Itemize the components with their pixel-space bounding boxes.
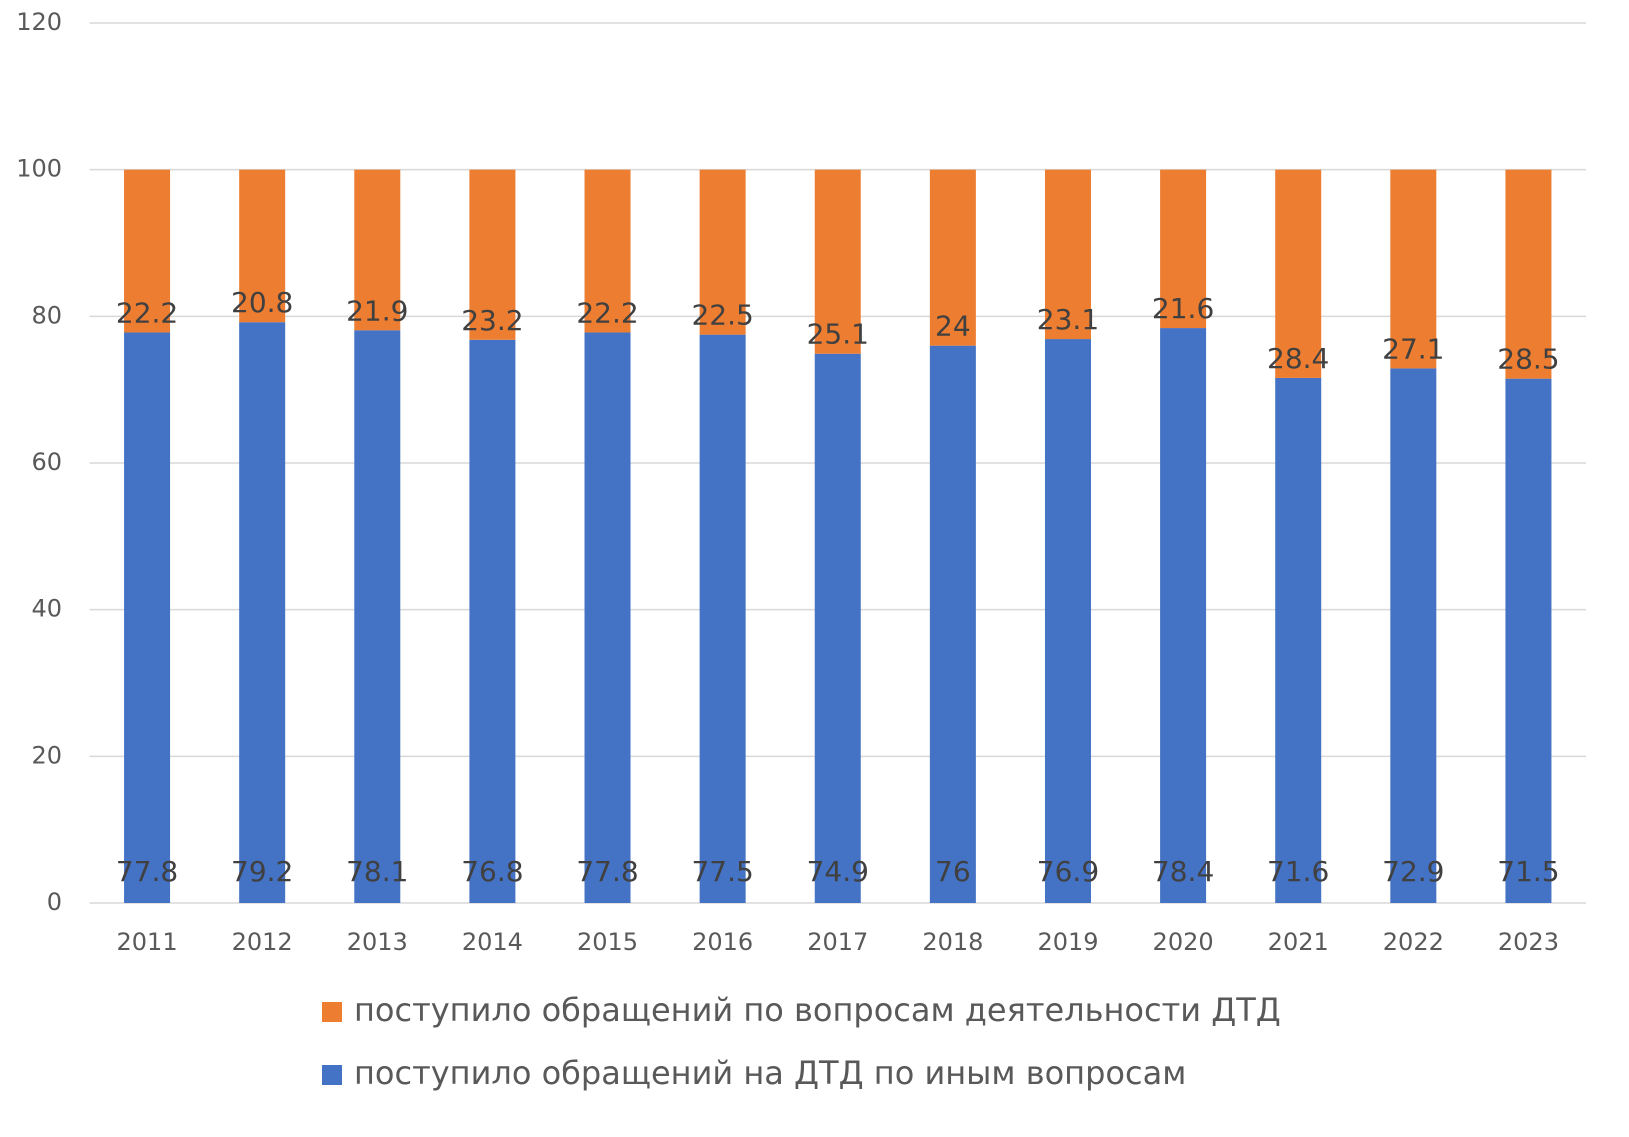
bar-segment [124, 169, 171, 333]
data-label: 72.9 [1382, 855, 1444, 888]
data-label: 28.4 [1267, 342, 1329, 375]
data-label: 71.5 [1497, 855, 1559, 888]
data-label: 71.6 [1267, 855, 1329, 888]
x-tick-label: 2013 [347, 928, 408, 956]
x-tick-label: 2020 [1153, 928, 1214, 956]
bar-segment [814, 169, 861, 354]
legend-label: поступило обращений по вопросам деятельн… [354, 991, 1281, 1029]
data-label: 77.8 [116, 855, 178, 888]
data-label: 74.9 [807, 855, 869, 888]
data-label: 25.1 [807, 318, 869, 351]
data-label: 22.5 [691, 299, 753, 332]
bar-segment [814, 353, 861, 903]
data-label: 23.1 [1037, 303, 1099, 336]
bar-segment [1275, 169, 1322, 378]
y-tick-label: 80 [31, 301, 62, 329]
data-label: 28.5 [1497, 343, 1559, 376]
bar-segment [1275, 377, 1322, 903]
x-tick-label: 2016 [692, 928, 753, 956]
x-tick-label: 2014 [462, 928, 523, 956]
x-tick-label: 2023 [1498, 928, 1559, 956]
bar-segment [1390, 169, 1437, 369]
bar-segment [1160, 328, 1207, 904]
bar-segment [1044, 339, 1091, 904]
bar-segment [1505, 378, 1552, 904]
bar-segment [1390, 368, 1437, 903]
bar-segment [929, 169, 976, 346]
x-tick-label: 2019 [1037, 928, 1098, 956]
data-label: 78.1 [346, 855, 408, 888]
x-tick-label: 2017 [807, 928, 868, 956]
bar-segment [1044, 169, 1091, 340]
data-label: 76 [935, 855, 971, 888]
y-tick-label: 100 [16, 155, 62, 183]
data-label: 79.2 [231, 855, 293, 888]
bar-segment [239, 322, 286, 903]
y-tick-label: 120 [16, 8, 62, 36]
bar-segment [469, 169, 516, 340]
data-label: 24 [935, 310, 971, 343]
bar-segment [699, 334, 746, 904]
y-tick-label: 60 [31, 448, 62, 476]
data-label: 22.2 [576, 296, 638, 329]
bar-segment [354, 169, 401, 331]
bar-segment [124, 332, 171, 903]
data-label: 27.1 [1382, 332, 1444, 365]
x-tick-label: 2012 [232, 928, 293, 956]
data-label: 76.9 [1037, 855, 1099, 888]
bar-segment [354, 330, 401, 903]
data-label: 77.8 [576, 855, 638, 888]
x-tick-label: 2022 [1383, 928, 1444, 956]
data-label: 21.9 [346, 294, 408, 327]
bar-segment [699, 169, 746, 335]
legend-swatch [322, 1065, 342, 1085]
data-label: 23.2 [461, 304, 523, 337]
data-label: 77.5 [691, 855, 753, 888]
data-label: 21.6 [1152, 292, 1214, 325]
bar-segment [584, 332, 631, 903]
bar-segment [1505, 169, 1552, 379]
y-tick-label: 0 [47, 888, 62, 916]
x-tick-label: 2015 [577, 928, 638, 956]
bar-segment [469, 339, 516, 903]
bar-segment [584, 169, 631, 333]
bar-segment [239, 169, 286, 323]
legend-swatch [322, 1002, 342, 1022]
legend-label: поступило обращений на ДТД по иным вопро… [354, 1054, 1186, 1092]
x-tick-label: 2011 [117, 928, 178, 956]
bar-segment [1160, 169, 1207, 329]
x-tick-label: 2021 [1268, 928, 1329, 956]
data-label: 78.4 [1152, 855, 1214, 888]
bar-segment [929, 345, 976, 904]
data-label: 22.2 [116, 296, 178, 329]
y-tick-label: 40 [31, 595, 62, 623]
data-label: 20.8 [231, 286, 293, 319]
data-label: 76.8 [461, 855, 523, 888]
y-tick-label: 20 [31, 741, 62, 769]
x-tick-label: 2018 [922, 928, 983, 956]
